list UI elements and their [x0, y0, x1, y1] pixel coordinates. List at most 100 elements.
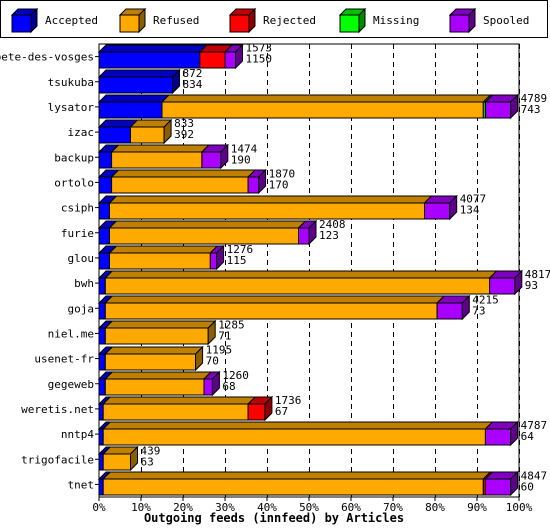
bar-segment-refused [108, 245, 219, 270]
value-label-total: 1870 [269, 167, 296, 180]
legend-swatch-front [119, 14, 140, 33]
value-label-total: 1736 [275, 394, 302, 407]
bar-side-face [510, 93, 519, 120]
bar-segment-front [298, 227, 310, 245]
bar-segment-front [130, 126, 165, 144]
bar-segment-top [97, 69, 181, 78]
legend-swatch-accepted [11, 7, 39, 33]
bar-segment-front [98, 327, 106, 345]
category-label: backup [54, 151, 94, 164]
value-label-accepted: 63 [141, 455, 154, 468]
bar-side-face [211, 370, 220, 397]
category-label: goja [68, 302, 95, 315]
value-label-accepted: 123 [319, 229, 339, 242]
bar-side-face [449, 194, 458, 221]
value-label-accepted: 93 [525, 279, 538, 292]
bar-segment-refused [108, 195, 433, 220]
bar-segment-front [109, 227, 299, 245]
bar-segment-refused [101, 396, 257, 421]
bar-segment-front [102, 478, 484, 496]
bar-side-face [235, 43, 243, 70]
value-label-total: 439 [141, 444, 161, 457]
value-label-accepted: 67 [275, 405, 288, 418]
value-label-accepted: 1150 [246, 53, 273, 66]
bar-segment-refused [104, 371, 213, 396]
bar-side-face [163, 118, 172, 145]
bar-segment-refused [104, 320, 217, 345]
bar-segment-front [199, 51, 226, 69]
bar-segment-accepted [97, 169, 120, 194]
legend-swatch-front [339, 14, 360, 33]
bar-segment-front [247, 403, 266, 421]
bar-segment-top [101, 396, 257, 405]
bar-side-face [172, 68, 180, 95]
value-label-total: 1276 [227, 243, 254, 256]
bar-segment-top [97, 44, 209, 53]
bar-segment-front [424, 202, 451, 220]
bar-segment-top [101, 471, 492, 480]
bar-segment-front [436, 302, 463, 320]
bar-segment-top [104, 295, 446, 304]
bar-segment-top [104, 346, 204, 355]
bar-segment-front [111, 176, 249, 194]
value-label-accepted: 190 [231, 153, 251, 166]
x-tick-label: 60% [341, 501, 361, 514]
value-label-total: 2408 [319, 218, 346, 231]
bar-segment-accepted [97, 119, 139, 144]
value-label-accepted: 170 [269, 178, 289, 191]
bar-segment-front [98, 76, 173, 94]
value-label-total: 4789 [521, 92, 548, 105]
bar-segment-refused [110, 169, 257, 194]
bar-segment-refused [104, 270, 498, 295]
bar-segment-front [98, 302, 106, 320]
category-label: trigofacile [21, 453, 94, 466]
x-tick-label: 40% [257, 501, 277, 514]
category-label: tsukuba [48, 76, 94, 89]
legend-swatch-front [229, 14, 250, 33]
legend-swatch-missing [339, 7, 367, 33]
bar-segment-refused [108, 220, 307, 245]
category-label: glou [68, 252, 95, 265]
bar-segment-front [489, 277, 516, 295]
value-label-accepted: 71 [218, 329, 231, 342]
legend-label: Rejected [263, 14, 316, 27]
x-tick-label: 90% [467, 501, 487, 514]
bar-segment-front [102, 453, 131, 471]
bar-segment-refused [129, 119, 173, 144]
bar-segment-accepted [97, 69, 181, 94]
bar-segment-front [104, 327, 209, 345]
bar-side-face [258, 168, 267, 195]
category-label: ortolo [54, 176, 94, 189]
bar-side-face [216, 244, 225, 271]
bar-segment-front [104, 302, 438, 320]
bar-segment-refused [101, 471, 492, 496]
bar-segment-front [98, 151, 113, 169]
bar-segment-top [104, 270, 498, 279]
category-label: nntp4 [61, 428, 94, 441]
category-label: weretis.net [21, 403, 94, 416]
bar-side-face [510, 470, 519, 497]
bar-segment-top [108, 245, 219, 254]
value-label-total: 1573 [246, 42, 273, 55]
bar-side-face [308, 219, 317, 246]
x-tick-label: 30% [215, 501, 235, 514]
bar-segment-front [247, 176, 260, 194]
legend-label: Refused [153, 14, 200, 27]
value-label-accepted: 743 [521, 103, 541, 116]
value-label-total: 872 [183, 67, 203, 80]
bar-segment-front [98, 353, 106, 371]
value-label-accepted: 64 [521, 430, 535, 443]
category-label: furie [61, 227, 94, 240]
bar-segment-top [104, 320, 217, 329]
bar-segment-front [484, 478, 512, 496]
x-tick-label: 50% [299, 501, 319, 514]
bar-segment-top [97, 94, 171, 103]
x-tick-label: 20% [173, 501, 193, 514]
category-label: lysator [48, 101, 95, 114]
category-label: niel.me [48, 327, 94, 340]
value-label-accepted: 115 [227, 254, 247, 267]
legend-swatch-refused [119, 7, 147, 33]
bar-segment-front [98, 453, 104, 471]
bar-side-face [207, 319, 216, 346]
bar-segment-top [101, 421, 494, 430]
